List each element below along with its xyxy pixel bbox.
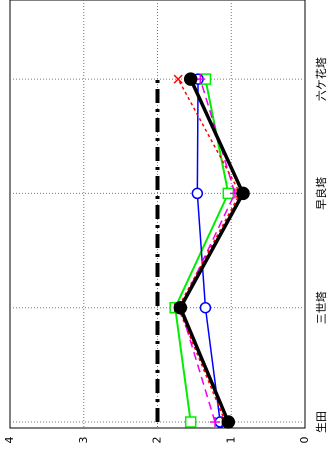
- marker: [173, 300, 188, 315]
- marker: [173, 74, 183, 84]
- y-tick-label: 4: [3, 437, 16, 444]
- marker: [191, 187, 204, 200]
- x-tick-label: 生田: [314, 411, 328, 433]
- y-tick-label: 3: [77, 437, 90, 444]
- plot-frame: [9, 0, 306, 429]
- marker: [184, 416, 197, 428]
- x-tick-label: 早良塔: [314, 177, 328, 210]
- marker: [236, 186, 250, 201]
- x-tick-label: 三世塔: [315, 291, 328, 324]
- series-line: [196, 79, 221, 423]
- series-line: [178, 78, 246, 423]
- x-tick-label: 六ケ花塔: [315, 57, 328, 101]
- marker: [221, 415, 236, 429]
- y-tick-label: 0: [298, 437, 311, 444]
- marker: [199, 301, 212, 314]
- series-line: [177, 78, 241, 423]
- marker: [210, 417, 221, 427]
- y-tick-label: 1: [224, 437, 237, 444]
- y-tick-label: 2: [151, 437, 164, 444]
- marker: [183, 72, 198, 86]
